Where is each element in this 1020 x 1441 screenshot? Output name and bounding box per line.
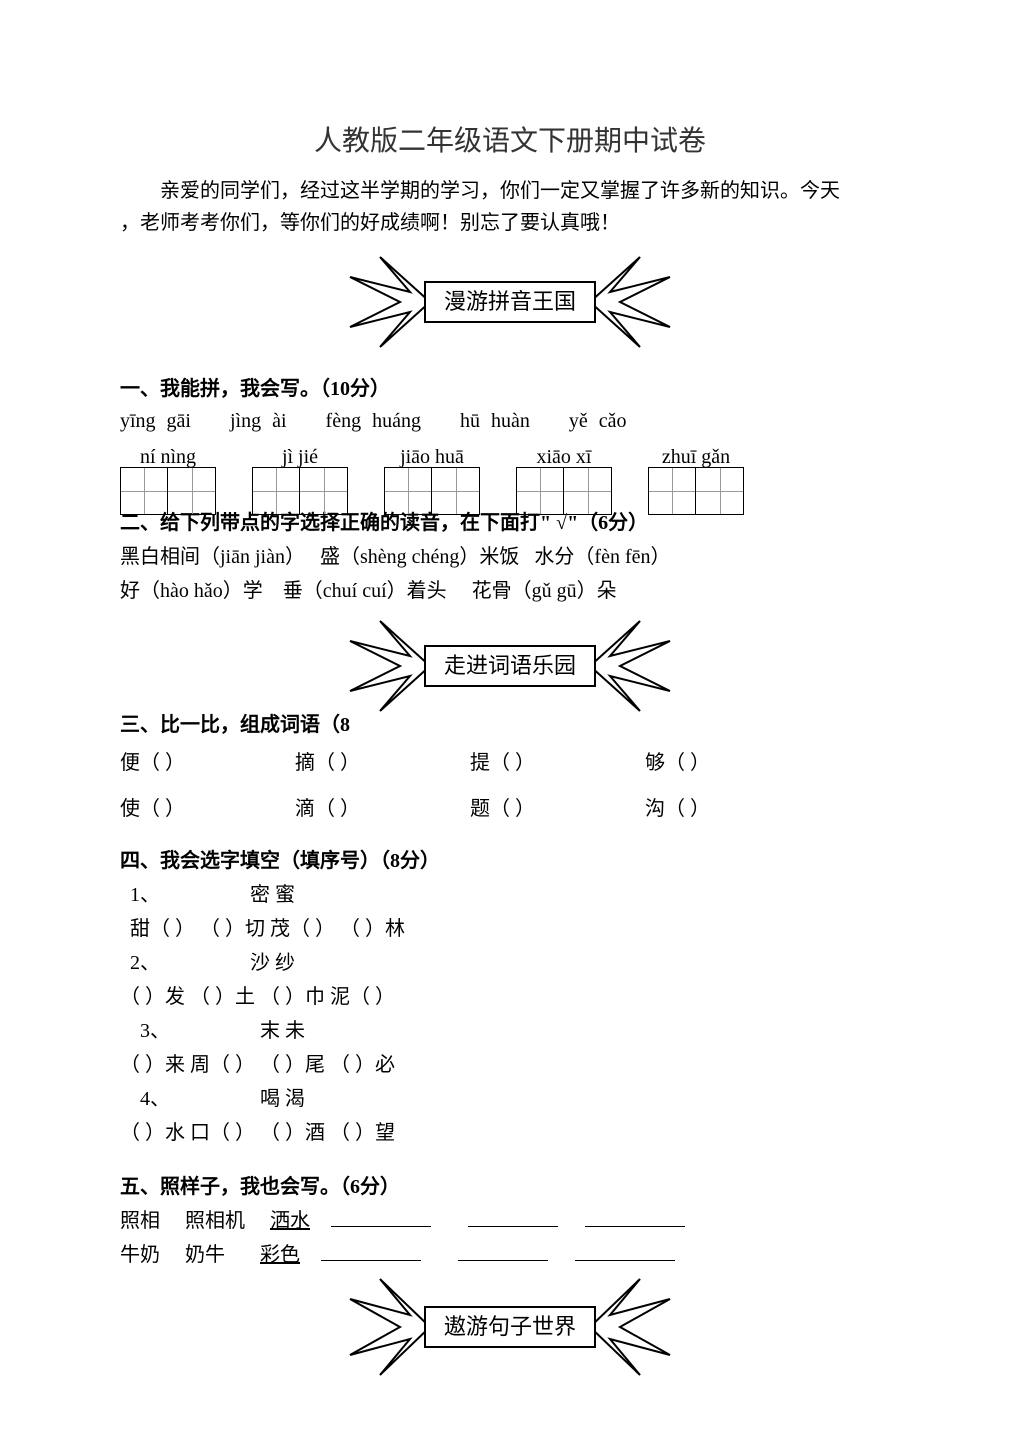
q4-g2-num: 2、 — [130, 952, 160, 974]
q4-g1-opts: 密 蜜 — [250, 884, 295, 906]
q4-g1-items[interactable]: 甜（ ） （ ）切 茂（ ） （ ）林 — [120, 913, 900, 945]
q2-l1a: 黑白相间（jiān jiàn） — [120, 546, 305, 568]
tianzi-grid[interactable] — [252, 467, 348, 515]
q2-line1: 黑白相间（jiān jiàn） 盛（shèng chéng）米饭 水分（fèn … — [120, 541, 900, 573]
q2-l2c: 花骨（gǔ gū）朵 — [472, 580, 617, 602]
q4-head: 四、我会选字填空（填序号）（8分） — [120, 845, 900, 877]
q3-r2-0[interactable]: 使（ ） — [120, 793, 290, 825]
q5-row1: 照相 照相机 洒水 — [120, 1205, 900, 1237]
tianzi-grid[interactable] — [648, 467, 744, 515]
q1-r1-3: hū huàn — [460, 410, 530, 432]
page-title: 人教版二年级语文下册期中试卷 — [120, 120, 900, 165]
q4-g1-num: 1、 — [130, 884, 160, 906]
q1-pinyin-row1: yīng gāi jìng ài fèng huáng hū huàn yě c… — [120, 405, 900, 437]
banner-sentences: 遨游句子世界 — [120, 1267, 900, 1397]
q3-row2: 使（ ） 滴（ ） 题（ ） 沟（ ） — [120, 793, 900, 825]
q4-g3-items[interactable]: （ ）来 周（ ） （ ）尾 （ ）必 — [120, 1049, 900, 1081]
q5-ex2c: 彩色 — [260, 1244, 300, 1266]
q4-g2-items[interactable]: （ ）发 （ ）土 （ ）巾 泥（ ） — [120, 981, 900, 1013]
q5-ex1a: 照相 — [120, 1210, 160, 1232]
q3-r2-1[interactable]: 滴（ ） — [295, 793, 465, 825]
q5-head: 五、照样子，我也会写。（6分） — [120, 1171, 900, 1203]
q1-r1-0: yīng gāi — [120, 410, 191, 432]
q2-l2b: 垂（chuí cuí）着头 — [283, 580, 447, 602]
blank-input[interactable] — [468, 1206, 558, 1227]
banner-3-label: 遨游句子世界 — [444, 1314, 576, 1339]
intro-line-2: ，老师考考你们，等你们的好成绩啊！别忘了要认真哦！ — [120, 207, 900, 239]
q2-l2a: 好（hào hǎo）学 — [120, 580, 263, 602]
tianzi-grid[interactable] — [384, 467, 480, 515]
q4-g4-opts: 喝 渴 — [260, 1088, 305, 1110]
q2-l1c: 水分（fèn fēn） — [534, 546, 670, 568]
q4-g3-num: 3、 — [140, 1020, 170, 1042]
q4-g2: 2、 沙 纱 — [120, 947, 900, 979]
blank-input[interactable] — [585, 1206, 685, 1227]
q5-ex1c: 洒水 — [270, 1210, 310, 1232]
q4-g4: 4、 喝 渴 — [120, 1083, 900, 1115]
blank-input[interactable] — [575, 1240, 675, 1261]
q4-g3: 3、 末 未 — [120, 1015, 900, 1047]
tianzi-grid[interactable] — [516, 467, 612, 515]
q1-r1-1: jìng ài — [230, 410, 287, 432]
intro-line-1: 亲爱的同学们，经过这半学期的学习，你们一定又掌握了许多新的知识。今天 — [120, 175, 900, 207]
q4-g1: 1、 密 蜜 — [120, 879, 900, 911]
q5-ex2a: 牛奶 — [120, 1244, 160, 1266]
q5-ex1b: 照相机 — [185, 1210, 245, 1232]
blank-input[interactable] — [331, 1206, 431, 1227]
q1-r1-4: yě cǎo — [569, 410, 627, 432]
q4-g2-opts: 沙 纱 — [250, 952, 295, 974]
q3-r1-1[interactable]: 摘（ ） — [295, 747, 465, 779]
q3-r1-3[interactable]: 够（ ） — [645, 747, 815, 779]
q5-ex2b: 奶牛 — [185, 1244, 225, 1266]
q3-r1-2[interactable]: 提（ ） — [470, 747, 640, 779]
q3-r1-0[interactable]: 便（ ） — [120, 747, 290, 779]
q3-r2-2[interactable]: 题（ ） — [470, 793, 640, 825]
q1-head: 一、我能拼，我会写。（10分） — [120, 373, 900, 405]
blank-input[interactable] — [458, 1240, 548, 1261]
tianzi-grid[interactable] — [120, 467, 216, 515]
q1-r1-2: fèng huáng — [326, 410, 421, 432]
banner-1-label: 漫游拼音王国 — [444, 289, 576, 314]
q2-l1b: 盛（shèng chéng）米饭 — [320, 546, 519, 568]
banner-2-label: 走进词语乐园 — [444, 653, 576, 678]
q4-g3-opts: 末 未 — [260, 1020, 305, 1042]
q2-line2: 好（hào hǎo）学 垂（chuí cuí）着头 花骨（gǔ gū）朵 — [120, 575, 900, 607]
q3-row1: 便（ ） 摘（ ） 提（ ） 够（ ） — [120, 747, 900, 779]
q4-g4-num: 4、 — [140, 1088, 170, 1110]
q4-g4-items[interactable]: （ ）水 口（ ） （ ）酒 （ ）望 — [120, 1117, 900, 1149]
blank-input[interactable] — [321, 1240, 421, 1261]
q1-grid-row: ní nìng jì jié jiāo huā xiāo xī zhuī gǎn — [120, 443, 900, 515]
q3-r2-3[interactable]: 沟（ ） — [645, 793, 815, 825]
banner-pinyin: 漫游拼音王国 — [120, 247, 900, 367]
